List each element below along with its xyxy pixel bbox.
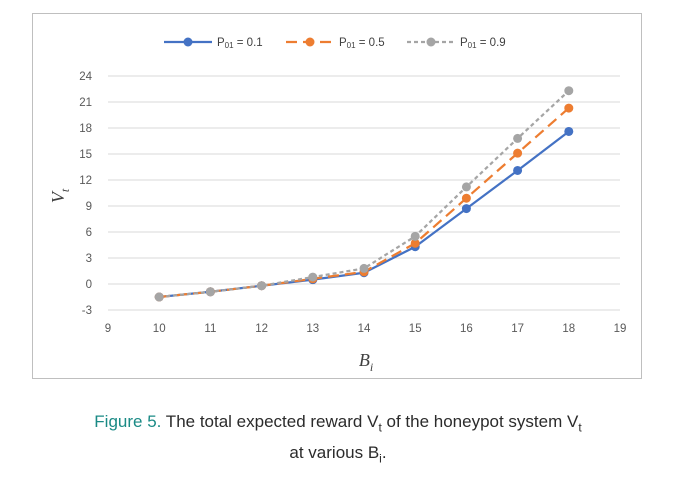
y-tick-label: 6: [86, 227, 92, 239]
figure-caption: Figure 5. The total expected reward Vt o…: [0, 409, 676, 472]
legend: P01 = 0.1 P01 = 0.5 P01 = 0.9: [164, 37, 506, 50]
x-tick-labels: 9 10 11 12 13 14 15 16 17 18 19: [105, 323, 627, 335]
legend-label: P01 = 0.9: [460, 37, 506, 50]
x-axis-title: Bi: [359, 350, 373, 374]
caption-sub-1: t: [378, 420, 382, 435]
caption-text-1: The total expected reward V: [161, 412, 379, 431]
data-point: [359, 263, 369, 273]
legend-swatch-marker: [183, 37, 193, 47]
caption-text-2: of the honeypot system V: [381, 412, 579, 431]
legend-label: P01 = 0.1: [217, 37, 263, 50]
caption-sub-2: t: [578, 420, 582, 435]
data-point: [154, 292, 164, 302]
y-tick-label: 0: [86, 279, 92, 291]
data-point: [564, 103, 574, 113]
grid-lines: [108, 75, 620, 311]
legend-label: P01 = 0.5: [339, 37, 385, 50]
caption-line-2: at various Bi.: [0, 440, 676, 471]
x-tick-label: 17: [511, 323, 524, 335]
x-tick-label: 18: [562, 323, 575, 335]
y-tick-label: 21: [79, 97, 92, 109]
x-tick-label: 19: [614, 323, 627, 335]
x-axis-title-sub: i: [370, 360, 373, 374]
chart-frame: 24 21 18 15 12 9 6 3 0 -3 9 10 11 12 13 14 15 16 17 18 19 P…: [32, 13, 642, 379]
data-point: [308, 272, 318, 282]
y-tick-label: 18: [79, 123, 92, 135]
y-axis-title-sub: t: [58, 188, 72, 192]
y-tick-labels: 24 21 18 15 12 9 6 3 0 -3: [79, 71, 92, 317]
legend-item: P01 = 0.1: [164, 37, 263, 50]
legend-swatch-marker: [426, 37, 436, 47]
data-point: [564, 86, 574, 96]
y-tick-label: 24: [79, 71, 92, 83]
caption-line2-sub: i: [379, 451, 382, 466]
x-tick-label: 14: [358, 323, 371, 335]
x-tick-label: 13: [306, 323, 319, 335]
x-tick-label: 16: [460, 323, 473, 335]
y-tick-label: 15: [79, 149, 92, 161]
y-tick-label: -3: [82, 305, 92, 317]
line-chart: 24 21 18 15 12 9 6 3 0 -3 9 10 11 12 13 14 15 16 17 18 19 P…: [48, 37, 627, 374]
data-point: [564, 126, 574, 136]
caption-line2-end: .: [381, 443, 387, 463]
legend-swatch-marker: [305, 37, 315, 47]
x-axis-title-main: B: [359, 350, 370, 370]
data-point: [257, 281, 267, 291]
x-tick-label: 10: [153, 323, 166, 335]
caption-figure-label: Figure 5.: [94, 412, 162, 431]
legend-item: P01 = 0.9: [407, 37, 506, 50]
series-3: [154, 86, 574, 302]
data-point: [410, 231, 420, 241]
data-point: [513, 165, 523, 175]
data-point: [461, 182, 471, 192]
y-tick-label: 12: [79, 175, 92, 187]
series-lines: [154, 86, 574, 302]
data-point: [513, 148, 523, 158]
caption-line2-text: at various B: [289, 443, 380, 463]
data-point: [461, 204, 471, 214]
x-tick-label: 15: [409, 323, 422, 335]
y-axis-title: Vt: [48, 188, 72, 203]
caption-line-1: Figure 5. The total expected reward Vt o…: [0, 409, 676, 440]
data-point: [205, 287, 215, 297]
x-tick-label: 12: [255, 323, 268, 335]
data-point: [461, 193, 471, 203]
x-tick-label: 11: [204, 323, 216, 335]
y-axis-title-main: V: [48, 190, 68, 203]
data-point: [513, 133, 523, 143]
y-tick-label: 3: [86, 253, 92, 265]
x-tick-label: 9: [105, 323, 111, 335]
y-tick-label: 9: [86, 201, 92, 213]
legend-item: P01 = 0.5: [286, 37, 385, 50]
data-point: [410, 238, 420, 248]
